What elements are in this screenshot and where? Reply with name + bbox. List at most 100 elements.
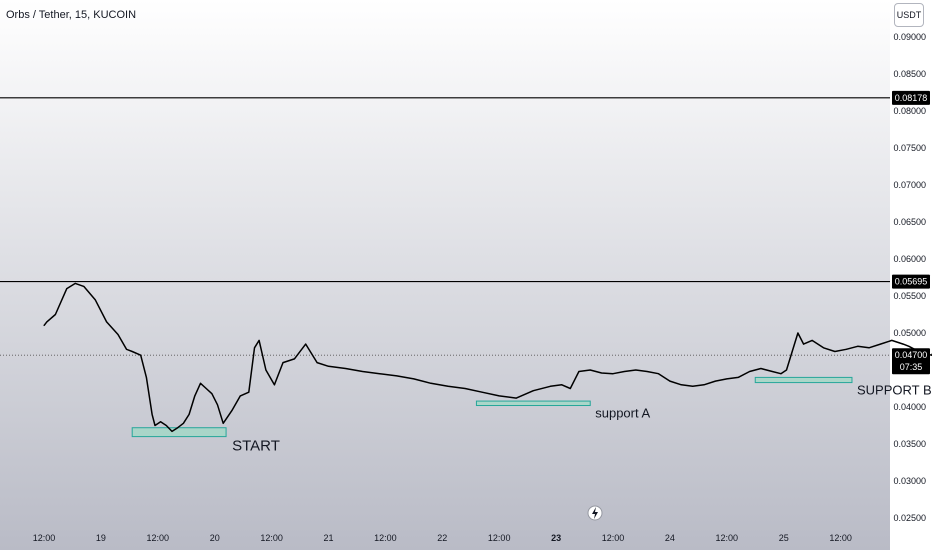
price-point — [165, 425, 167, 426]
price-point — [345, 368, 347, 370]
price-point — [908, 345, 910, 347]
y-tick-label: 0.06000 — [893, 254, 926, 264]
price-point — [834, 351, 836, 352]
x-tick-label: 23 — [551, 533, 561, 543]
price-point — [780, 373, 782, 375]
price-point — [83, 285, 85, 287]
price-point — [54, 314, 56, 315]
lightning-icon[interactable] — [587, 505, 603, 521]
price-point — [222, 422, 224, 424]
price-point — [760, 368, 762, 370]
price-point — [106, 321, 108, 323]
price-point — [464, 388, 466, 389]
zone-label-support-a: support A — [595, 406, 650, 421]
price-point — [94, 299, 96, 301]
x-tick-label: 12:00 — [147, 533, 170, 543]
price-point — [749, 370, 751, 372]
current-price-badge — [892, 348, 930, 375]
zone-box-start — [131, 427, 227, 438]
price-point — [669, 380, 671, 382]
price-point — [498, 395, 500, 397]
price-point — [549, 385, 551, 387]
price-point — [680, 384, 682, 386]
y-tick-label: 0.06500 — [893, 217, 926, 227]
level-price-badge — [892, 274, 930, 289]
price-point — [217, 404, 219, 406]
price-point — [845, 348, 847, 350]
x-tick-label: 24 — [665, 533, 675, 543]
price-point — [726, 378, 728, 380]
y-tick-label: 0.08500 — [893, 69, 926, 79]
price-point — [211, 393, 213, 395]
x-tick-label: 25 — [779, 533, 789, 543]
price-point — [578, 370, 580, 372]
price-point — [791, 351, 793, 352]
price-point — [692, 385, 694, 387]
currency-button[interactable]: USDT — [894, 3, 924, 27]
price-point — [413, 378, 415, 380]
price-point — [328, 365, 329, 367]
x-tick-label: 22 — [437, 533, 447, 543]
price-point — [786, 369, 788, 371]
x-tick-label: 20 — [210, 533, 220, 543]
price-point — [160, 421, 162, 423]
y-tick-label: 0.09000 — [893, 32, 926, 42]
x-tick-label: 12:00 — [374, 533, 397, 543]
price-point — [194, 395, 196, 397]
countdown-text: 07:35 — [900, 362, 923, 372]
price-point — [396, 375, 398, 377]
price-point — [182, 422, 184, 424]
price-point — [803, 343, 805, 345]
price-point — [868, 347, 870, 349]
price-point — [589, 369, 591, 371]
price-point — [771, 370, 773, 372]
price-point — [612, 373, 614, 375]
price-point — [569, 388, 571, 389]
price-point — [797, 332, 799, 334]
price-point — [140, 354, 142, 356]
price-point — [447, 385, 449, 387]
price-point — [362, 370, 364, 372]
price-point — [131, 351, 133, 352]
price-point — [282, 362, 284, 364]
price-point — [248, 391, 250, 393]
zone-label-support-b: SUPPORT B — [857, 383, 932, 398]
price-point — [265, 369, 267, 371]
price-point — [703, 384, 705, 386]
x-tick-label: 12:00 — [716, 533, 739, 543]
price-point — [205, 388, 207, 389]
price-point — [601, 372, 603, 374]
level-price-badge — [892, 90, 930, 105]
price-point — [561, 384, 563, 386]
x-tick-label: 12:00 — [260, 533, 283, 543]
price-point — [117, 333, 119, 335]
y-tick-label: 0.02500 — [893, 513, 926, 523]
price-point — [305, 343, 307, 345]
x-tick-label: 12:00 — [602, 533, 625, 543]
y-tick-label: 0.08000 — [893, 106, 926, 116]
x-tick-label: 21 — [323, 533, 333, 543]
price-point — [254, 347, 256, 349]
y-tick-label: 0.05500 — [893, 291, 926, 301]
zone-box-support-b — [754, 376, 853, 384]
zone-label-start: START — [232, 438, 280, 455]
price-point — [316, 362, 318, 364]
symbol-title[interactable]: Orbs / Tether, 15, KUCOIN — [6, 9, 137, 21]
price-point — [231, 410, 233, 412]
price-point — [379, 373, 381, 375]
x-tick-label: 12:00 — [33, 533, 56, 543]
price-point — [145, 376, 147, 378]
current-price-text: 0.04700 — [895, 350, 928, 360]
level-price-badge-text: 0.08178 — [895, 93, 928, 103]
price-point — [481, 391, 483, 393]
price-point — [66, 288, 68, 290]
price-point — [188, 413, 190, 415]
x-tick-label: 12:00 — [488, 533, 511, 543]
price-point — [532, 390, 534, 392]
chart-background — [0, 0, 890, 550]
y-tick-label: 0.07000 — [893, 180, 926, 190]
price-point — [273, 384, 275, 386]
price-point — [430, 382, 432, 384]
price-point — [293, 358, 295, 360]
